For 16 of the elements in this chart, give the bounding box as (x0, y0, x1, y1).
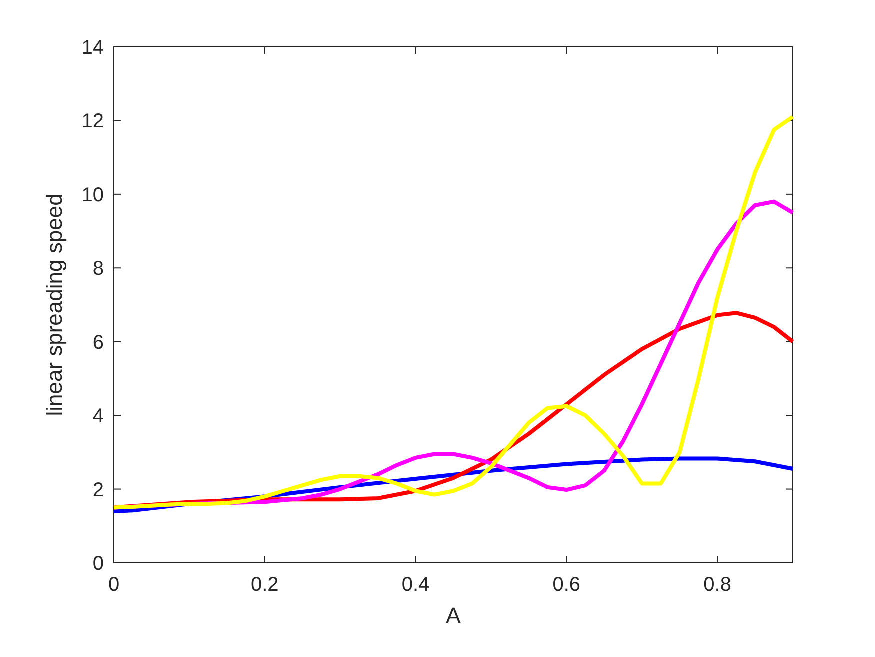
y-tick-label: 14 (82, 37, 104, 59)
y-tick-label: 2 (92, 479, 104, 502)
x-tick-label: 0.6 (552, 574, 581, 596)
x-tick-label: 0.2 (250, 574, 279, 596)
y-tick-label: 10 (82, 184, 104, 206)
y-tick-label: 8 (92, 258, 104, 280)
y-tick-label: 0 (92, 553, 104, 575)
y-axis-title: linear spreading speed (42, 194, 67, 416)
line-series (112, 115, 795, 510)
x-axis-title: A (446, 603, 462, 628)
x-tick-label: 0.8 (704, 574, 732, 596)
x-tick-label: 0.4 (402, 574, 430, 596)
y-tick-label: 12 (82, 110, 104, 133)
y-tick-label: 4 (92, 406, 104, 428)
y-tick-label: 6 (92, 332, 104, 354)
x-tick-label: 0 (108, 574, 120, 596)
